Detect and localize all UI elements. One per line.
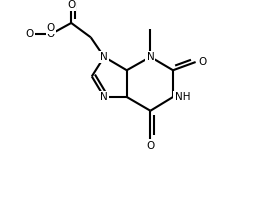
Text: O: O <box>47 23 55 33</box>
Text: O: O <box>47 29 55 39</box>
Text: N: N <box>100 52 108 62</box>
Text: O: O <box>198 57 206 67</box>
Text: NH: NH <box>175 92 190 102</box>
Text: O: O <box>67 0 75 10</box>
Text: N: N <box>147 52 154 62</box>
Text: O: O <box>146 141 154 151</box>
Text: N: N <box>100 92 108 102</box>
Text: O: O <box>67 0 75 9</box>
Text: O: O <box>146 140 154 150</box>
Text: O: O <box>25 29 34 39</box>
Text: O: O <box>198 57 206 67</box>
Text: N: N <box>100 92 108 102</box>
Text: N: N <box>147 52 154 62</box>
Text: NH: NH <box>174 92 190 102</box>
Text: N: N <box>100 52 108 62</box>
